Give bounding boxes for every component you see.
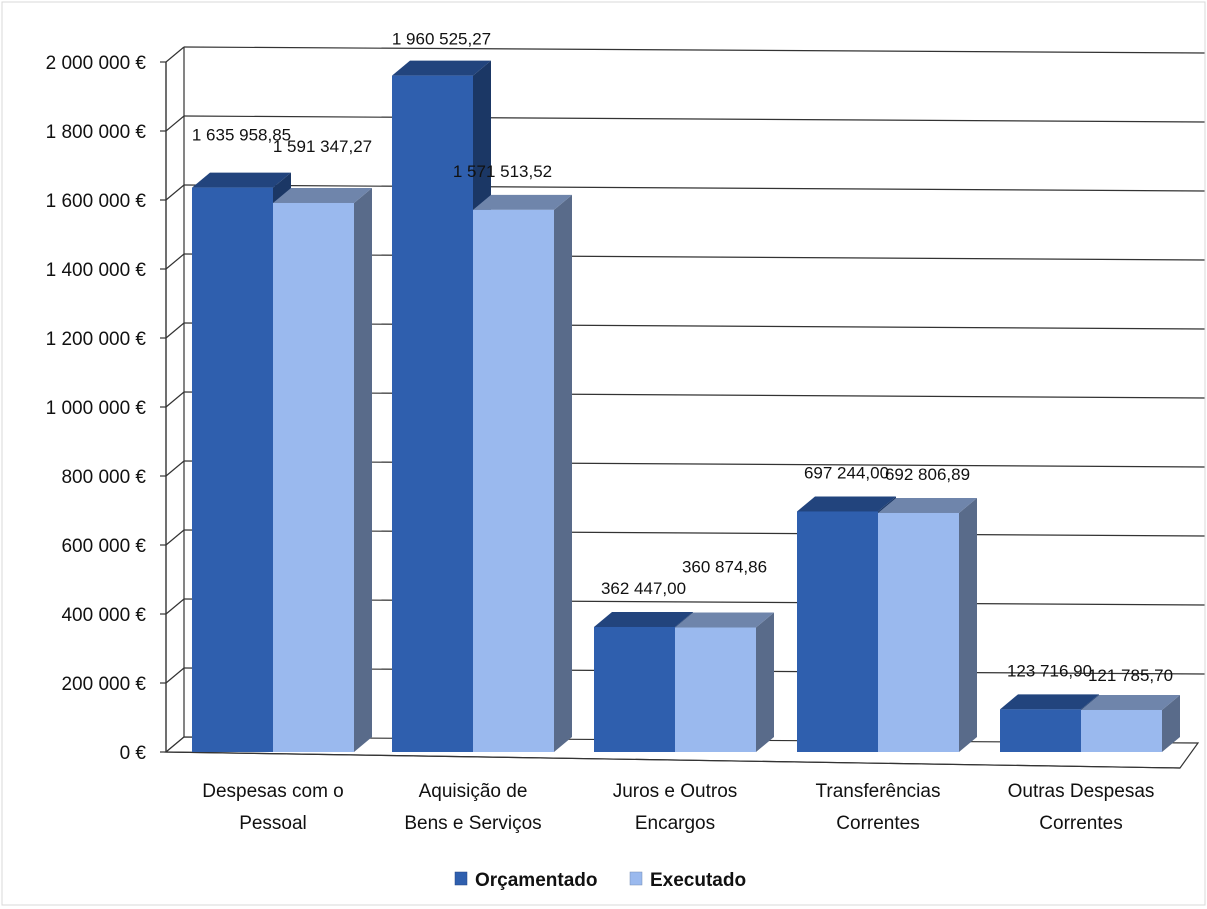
data-label: 1 635 958,85 [192, 126, 291, 145]
gridline-diagonal [165, 391, 185, 408]
data-label: 697 244,00 [804, 463, 889, 482]
gridline-diagonal [165, 322, 185, 339]
data-label: 1 571 513,52 [453, 162, 552, 181]
bar-top [392, 60, 491, 76]
bar-top [878, 497, 977, 513]
bar [273, 202, 354, 752]
bar-top [797, 496, 896, 512]
y-tick-label: 600 000 € [61, 536, 146, 557]
category-label: Encargos [635, 813, 715, 834]
bar [675, 627, 756, 752]
y-tick-label: 2 000 000 € [46, 53, 147, 74]
bar-side [756, 612, 774, 752]
category-label: Outras Despesas [1008, 781, 1155, 802]
bar-top [473, 194, 572, 210]
bar-top [192, 172, 291, 188]
y-tick-label: 1 000 000 € [46, 398, 147, 419]
gridline-diagonal [165, 253, 185, 270]
category-label: Pessoal [239, 813, 307, 834]
y-tick-label: 0 € [120, 743, 147, 764]
legend-label: Orçamentado [475, 870, 597, 891]
gridline [183, 115, 1206, 123]
y-tick-label: 1 600 000 € [46, 191, 147, 212]
y-tick-label: 800 000 € [61, 467, 146, 488]
gridline [183, 184, 1206, 192]
bar-top [675, 612, 774, 628]
gridline-diagonal [165, 184, 185, 201]
gridline [183, 46, 1206, 54]
y-tick-label: 400 000 € [61, 605, 146, 626]
y-tick-label: 1 400 000 € [46, 260, 147, 281]
bar-side [959, 497, 977, 752]
data-label: 1 960 525,27 [392, 30, 491, 49]
data-labels: 1 635 958,851 591 347,27 1 960 525,27 1 57… [192, 30, 1173, 685]
category-label: Transferências [816, 781, 941, 802]
gridline-diagonal [165, 598, 185, 615]
gridline-diagonal [165, 460, 185, 477]
gridline-diagonal [165, 46, 185, 63]
category-label: Despesas com o [202, 781, 344, 802]
y-tick-labels: 0 € 200 000 € 400 000 € 600 000 € 800 000 € 1… [46, 53, 147, 764]
bar-side [554, 194, 572, 753]
category-label: Correntes [836, 813, 919, 834]
category-label: Correntes [1039, 813, 1122, 834]
bar [878, 512, 959, 752]
legend-label: Executado [650, 870, 746, 891]
bar-side [354, 187, 372, 752]
bars [192, 60, 1180, 753]
legend-swatch [629, 871, 643, 886]
y-tick-label: 1 200 000 € [46, 329, 147, 350]
bar-top [1000, 694, 1099, 710]
category-labels: Despesas com o Pessoal Aquisição de Bens e … [202, 781, 1154, 834]
bar-top [273, 187, 372, 203]
bar-top [1081, 694, 1180, 710]
bar-top [594, 611, 693, 627]
bar-side [1162, 694, 1180, 752]
data-label: 121 785,70 [1088, 666, 1173, 685]
data-label: 692 806,89 [885, 465, 970, 484]
data-label: 1 591 347,27 [273, 137, 372, 156]
bar [473, 209, 554, 753]
bar [1081, 709, 1162, 752]
data-label: 360 874,86 [682, 557, 767, 576]
category-label: Aquisição de [419, 781, 528, 802]
gridline-diagonal [165, 667, 185, 684]
bar [392, 75, 473, 753]
gridline-diagonal [165, 529, 185, 546]
legend: Orçamentado Executado [454, 870, 746, 891]
x-axis-line [165, 751, 1181, 769]
bar [797, 511, 878, 752]
category-label: Bens e Serviços [404, 813, 541, 834]
legend-swatch [454, 871, 468, 886]
bar [594, 626, 675, 752]
y-tick-label: 1 800 000 € [46, 122, 147, 143]
data-label: 362 447,00 [601, 579, 686, 598]
gridline-diagonal [165, 115, 185, 132]
y-tick-label: 200 000 € [61, 674, 146, 695]
category-label: Juros e Outros [613, 781, 738, 802]
bar [1000, 709, 1081, 752]
bar [192, 187, 273, 753]
data-label: 123 716,90 [1007, 661, 1092, 680]
